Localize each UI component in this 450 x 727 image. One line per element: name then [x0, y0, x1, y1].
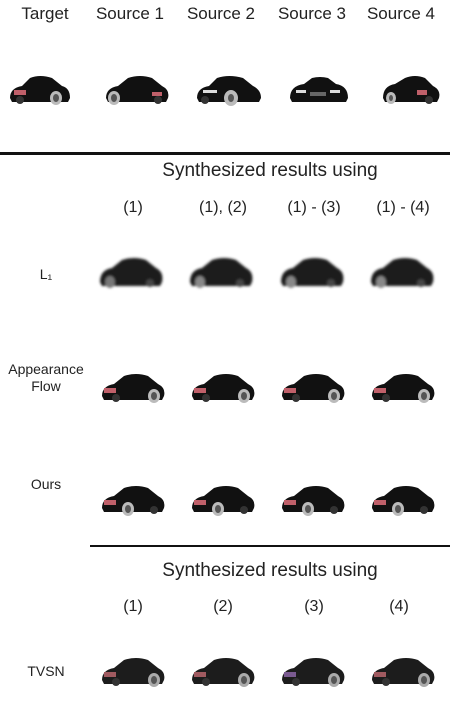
- row-label-tvsn: TVSN: [27, 663, 65, 679]
- section-1-subhead-1: (1): [123, 199, 143, 216]
- source-2-car-image: [193, 68, 263, 110]
- col-header-source-3: Source 3: [277, 4, 347, 23]
- l1-result-car: [277, 250, 347, 292]
- source-1-car-image: [102, 68, 172, 110]
- appearance-flow-result-car: [98, 366, 168, 408]
- section-divider-top: [0, 152, 450, 155]
- row-label-l1: L₁: [39, 266, 53, 282]
- ours-result-car: [98, 478, 168, 520]
- row-label-ours: Ours: [30, 476, 62, 492]
- section-2-subhead-1: (1): [123, 598, 143, 615]
- section-divider-bottom: [90, 545, 450, 547]
- source-3-car-image: [284, 68, 354, 110]
- appearance-flow-result-car: [188, 366, 258, 408]
- target-car-image: [4, 68, 74, 110]
- col-header-source-2: Source 2: [186, 4, 256, 23]
- ours-result-car: [188, 478, 258, 520]
- section-1-subhead-3: (1) - (3): [287, 199, 341, 216]
- source-4-car-image: [377, 68, 447, 110]
- row-label-appearance-flow: Appearance Flow: [8, 361, 84, 394]
- section-2-subhead-2: (2): [213, 598, 233, 615]
- appearance-flow-result-car: [278, 366, 348, 408]
- section-2-title: Synthesized results using: [162, 560, 378, 581]
- col-header-source-1: Source 1: [95, 4, 165, 23]
- col-header-target: Target: [21, 4, 69, 23]
- appearance-flow-result-car: [368, 366, 438, 408]
- section-1-title: Synthesized results using: [162, 160, 378, 181]
- ours-result-car: [278, 478, 348, 520]
- tvsn-result-car: [368, 650, 438, 692]
- tvsn-result-car: [98, 650, 168, 692]
- ours-result-car: [368, 478, 438, 520]
- section-2-subhead-3: (3): [304, 598, 324, 615]
- section-2-subhead-4: (4): [389, 598, 409, 615]
- l1-result-car: [186, 250, 256, 292]
- tvsn-result-car: [188, 650, 258, 692]
- section-1-subhead-2: (1), (2): [199, 199, 247, 216]
- l1-result-car: [96, 250, 166, 292]
- col-header-source-4: Source 4: [366, 4, 436, 23]
- tvsn-result-car: [278, 650, 348, 692]
- section-1-subhead-4: (1) - (4): [376, 199, 430, 216]
- l1-result-car: [367, 250, 437, 292]
